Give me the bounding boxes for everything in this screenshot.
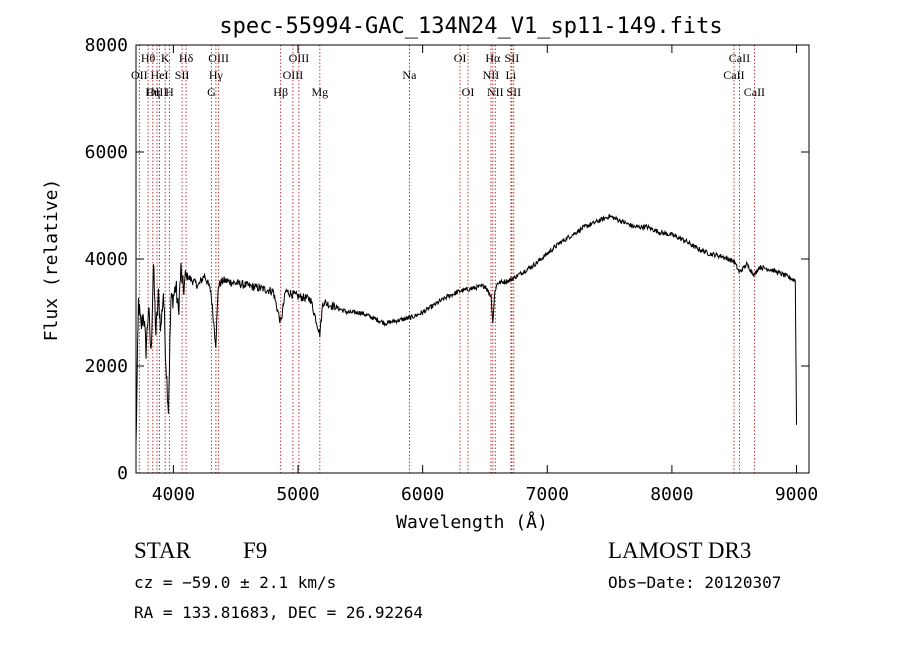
x-tick-label: 7000 <box>526 484 569 505</box>
spectral-line-label: Hγ <box>209 68 224 82</box>
spectral-line-label: Na <box>402 68 417 82</box>
spectral-line-label: Hα <box>485 51 501 65</box>
spectral-line-label: Li <box>506 68 517 82</box>
spectral-line-label: HeI <box>151 68 169 82</box>
observation-date: Obs−Date: 20120307 <box>608 573 782 592</box>
chart-title: spec-55994-GAC_134N24_V1_sp11-149.fits <box>219 14 722 39</box>
x-tick-label: 4000 <box>152 484 195 505</box>
spectral-line-label: K <box>161 51 170 65</box>
spectral-line-label: H <box>165 85 174 99</box>
axes: 4000 5000 6000 7000 8000 9000 0 2000 4000 6000 800… <box>85 35 819 505</box>
spectral-line-label: OIII <box>289 51 310 65</box>
spectral-line-label: OI <box>462 85 475 99</box>
x-tick-label: 8000 <box>650 484 693 505</box>
coordinates: RA = 133.81683, DEC = 26.92264 <box>134 603 423 622</box>
y-tick-label: 8000 <box>85 35 128 56</box>
spectral-line-label: OIII <box>283 68 304 82</box>
spectral-line-label: SII <box>505 51 520 65</box>
spectral-line-label: Hβ <box>273 85 288 99</box>
spectral-line-label: OI <box>454 51 467 65</box>
y-tick-label: 2000 <box>85 356 128 377</box>
y-tick-label: 0 <box>117 463 128 484</box>
x-axis-label: Wavelength (Å) <box>396 511 548 533</box>
y-tick-label: 4000 <box>85 249 128 270</box>
spectral-line-label: CaII <box>729 51 750 65</box>
object-subclass: F9 <box>243 538 268 563</box>
spectral-line-label: NII <box>487 85 504 99</box>
x-tick-label: 6000 <box>401 484 444 505</box>
spectral-line-label: Hθ <box>141 51 156 65</box>
spectral-line-label: NII <box>483 68 500 82</box>
spectral-line-label: Hδ <box>179 51 194 65</box>
plot-frame <box>135 44 810 474</box>
spectral-line-label: G <box>207 85 216 99</box>
spectrum-series <box>135 214 797 443</box>
survey-name: LAMOST DR3 <box>608 538 752 563</box>
object-class: STAR <box>134 538 191 563</box>
spectral-line-label: SII <box>506 85 521 99</box>
spectral-line-label: OIII <box>147 85 168 99</box>
spectrum-line <box>135 214 797 443</box>
spectral-line-label: OII <box>131 68 148 82</box>
spectral-line-label: OIII <box>208 51 229 65</box>
x-tick-label: 9000 <box>775 484 818 505</box>
redshift-value: cz = −59.0 ± 2.1 km/s <box>134 573 337 592</box>
y-axis-label: Flux (relative) <box>41 179 62 342</box>
spectral-line-label: Hη <box>145 85 160 99</box>
spectral-line-label: CaII <box>723 68 744 82</box>
x-tick-label: 5000 <box>276 484 319 505</box>
spectral-line-label: Mg <box>311 85 328 99</box>
spectral-line-label: CaII <box>744 85 765 99</box>
y-tick-label: 6000 <box>85 142 128 163</box>
spectral-line-label: SII <box>175 68 190 82</box>
